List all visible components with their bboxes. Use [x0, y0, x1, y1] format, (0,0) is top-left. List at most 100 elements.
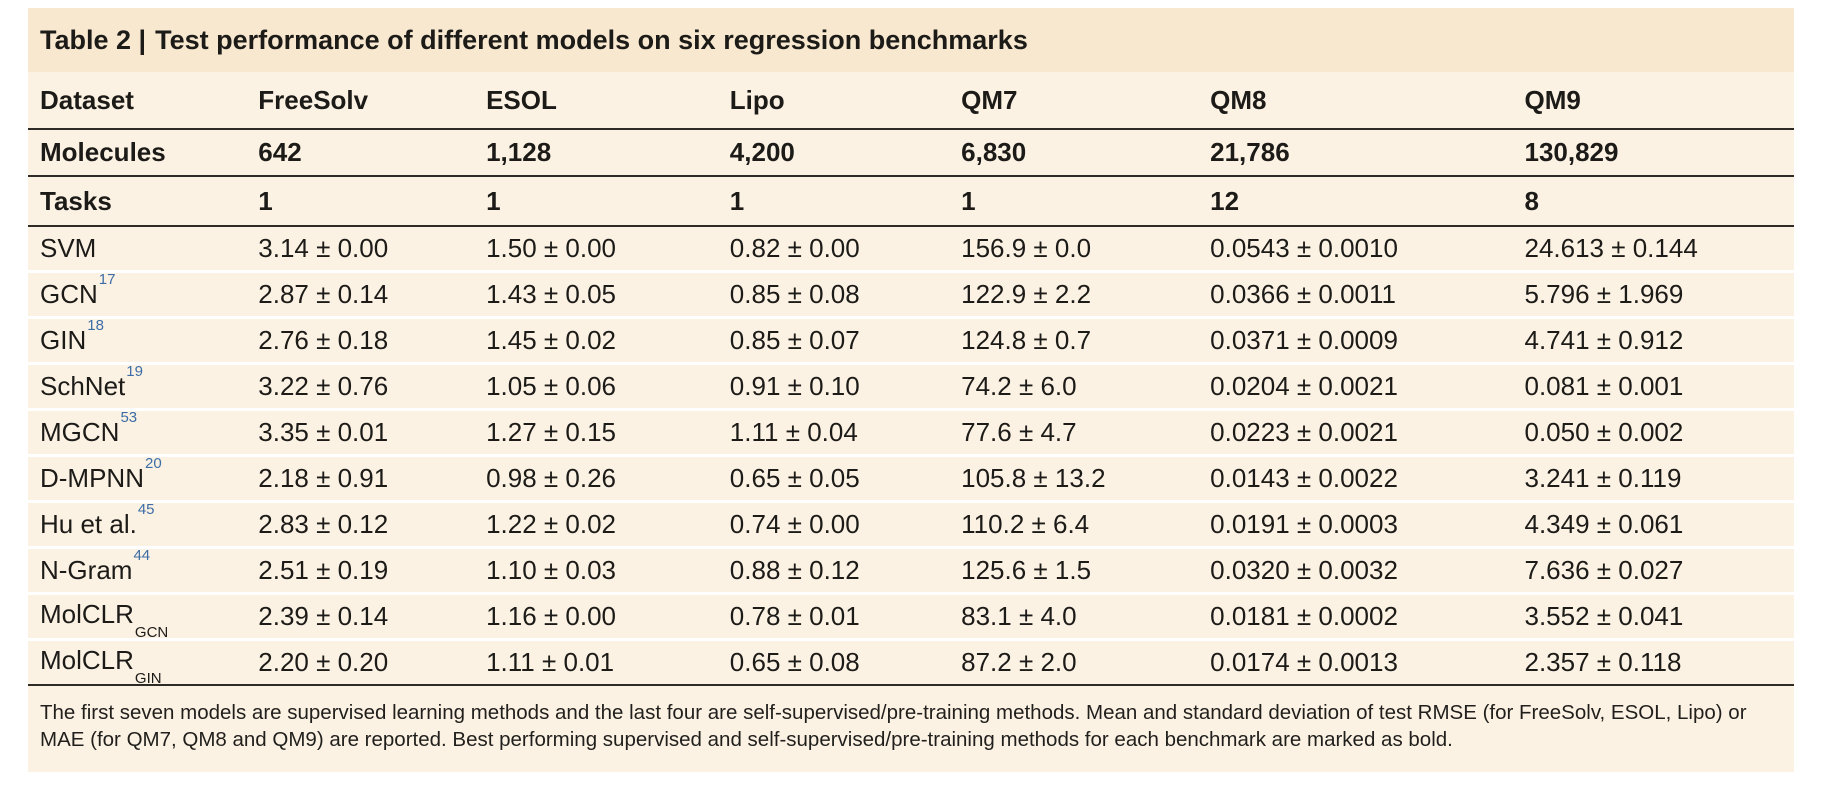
- result-cell-esol: 1.45 ± 0.02: [480, 316, 724, 364]
- table-title-text: Test performance of different models on …: [155, 24, 1028, 55]
- citation-link[interactable]: 19: [126, 363, 143, 381]
- result-cell-lipo: 0.82 ± 0.00: [729, 233, 860, 263]
- result-cell-qm9: 3.552 ± 0.041: [1518, 592, 1794, 640]
- result-cell-esol: 1.43 ± 0.05: [480, 270, 724, 318]
- result-cell-qm8: 0.0371 ± 0.0009: [1204, 316, 1519, 364]
- model-name: SVM: [28, 226, 252, 272]
- meta-value: 1: [252, 176, 481, 227]
- result-cell-freesolv: 2.18 ± 0.91: [252, 454, 481, 502]
- model-name-label: D-MPNN: [40, 463, 144, 493]
- meta-row-label: Molecules: [28, 129, 253, 177]
- result-cell-esol: 1.16 ± 0.00: [480, 592, 724, 640]
- table-card: Table 2 | Test performance of different …: [28, 8, 1794, 772]
- result-cell-freesolv: 3.22 ± 0.76: [252, 362, 481, 410]
- model-name-label: N-Gram: [40, 555, 133, 585]
- result-cell-qm7: 124.8 ± 0.7: [955, 316, 1205, 364]
- model-name: SchNet19: [28, 362, 253, 410]
- table-row-mgcn: MGCN53 3.35 ± 0.01 1.27 ± 0.15 1.11 ± 0.04 7…: [28, 408, 1794, 456]
- result-cell-qm8: 0.0174 ± 0.0013: [1204, 638, 1519, 686]
- result-cell-qm9: 0.050 ± 0.002: [1518, 408, 1794, 456]
- result-cell-lipo: 0.91 ± 0.10: [723, 362, 956, 410]
- result-cell-lipo: 0.65 ± 0.08: [723, 638, 956, 686]
- result-cell-qm9: 2.357 ± 0.118: [1518, 638, 1794, 686]
- model-name-label: MolCLR: [40, 599, 134, 630]
- citation-link[interactable]: 44: [133, 547, 151, 565]
- table-data-rows: SVM 3.14 ± 0.00 1.50 ± 0.00 0.82 ± 0.00 156.…: [28, 226, 1794, 686]
- model-name-label: GCN: [40, 279, 98, 309]
- model-name: GIN18: [28, 316, 253, 364]
- meta-value: 6,830: [955, 129, 1205, 177]
- table-meta-rows: Molecules 642 1,128 4,200 6,830 21,786 130,829…: [28, 129, 1794, 227]
- result-cell-qm9: 4.741 ± 0.912: [1518, 316, 1794, 364]
- result-cell-qm9: 0.081 ± 0.001: [1518, 362, 1794, 410]
- model-name: MolCLRGCN: [28, 592, 253, 640]
- result-cell-lipo: 1.11 ± 0.04: [723, 408, 956, 456]
- table-row-molclr-gcn: MolCLRGCN 2.39 ± 0.14 1.16 ± 0.00 0.78 ± 0.…: [28, 592, 1794, 640]
- model-name: D-MPNN20: [28, 454, 253, 502]
- result-cell-lipo: 0.88 ± 0.12: [723, 546, 956, 594]
- meta-value: 8: [1518, 176, 1794, 227]
- meta-value: 130,829: [1518, 129, 1794, 177]
- result-cell-freesolv: 3.35 ± 0.01: [252, 408, 481, 456]
- result-cell-qm9: 3.241 ± 0.119: [1518, 454, 1794, 502]
- meta-value: 4,200: [723, 129, 956, 177]
- model-name-label: MGCN: [40, 417, 120, 447]
- result-cell-qm8: 0.0181 ± 0.0002: [1204, 592, 1519, 640]
- table-row-hu-et-al: Hu et al.45 2.83 ± 0.12 1.22 ± 0.02 0.74 ± …: [28, 500, 1794, 548]
- table-header: Dataset FreeSolv ESOL Lipo QM7 QM8 QM9: [28, 72, 1794, 130]
- result-cell-qm8: 0.0366 ± 0.0011: [1204, 270, 1519, 318]
- citation-link[interactable]: 17: [98, 271, 116, 289]
- result-cell-qm7: 105.8 ± 13.2: [955, 454, 1205, 502]
- meta-row-tasks: Tasks 1 1 1 1 12 8: [28, 176, 1794, 227]
- result-cell-esol: 0.98 ± 0.26: [480, 454, 724, 502]
- meta-value: 12: [1204, 176, 1519, 227]
- result-cell-freesolv: 2.87 ± 0.14: [252, 270, 481, 318]
- model-name-label: Hu et al.: [40, 509, 137, 539]
- result-cell-esol: 1.50 ± 0.00: [486, 233, 617, 263]
- column-header-freesolv: FreeSolv: [252, 72, 481, 130]
- result-cell-esol: 1.10 ± 0.03: [480, 546, 724, 594]
- result-cell-lipo: 0.65 ± 0.05: [723, 454, 956, 502]
- table-row-molclr-gin: MolCLRGIN 2.20 ± 0.20 1.11 ± 0.01 0.65 ± 0.…: [28, 638, 1794, 686]
- model-name: MGCN53: [28, 408, 253, 456]
- model-name: Hu et al.45: [28, 500, 253, 548]
- result-cell-freesolv: 2.83 ± 0.12: [252, 500, 481, 548]
- table-row-gcn: GCN17 2.87 ± 0.14 1.43 ± 0.05 0.85 ± 0.08 12…: [28, 270, 1794, 318]
- result-cell-qm9: 24.613 ± 0.144: [1524, 233, 1698, 263]
- result-cell-freesolv: 2.20 ± 0.20: [252, 638, 481, 686]
- result-cell-qm7: 87.2 ± 2.0: [955, 638, 1205, 686]
- result-cell-qm7: 77.6 ± 4.7: [955, 408, 1205, 456]
- citation-link[interactable]: 18: [87, 317, 104, 335]
- result-cell-qm9: 5.796 ± 1.969: [1518, 270, 1794, 318]
- table-row-d-mpnn: D-MPNN20 2.18 ± 0.91 0.98 ± 0.26 0.65 ± 0.0…: [28, 454, 1794, 502]
- result-cell-qm8: 0.0543 ± 0.0010: [1210, 233, 1398, 263]
- result-cell-lipo: 0.85 ± 0.08: [723, 270, 956, 318]
- meta-value: 1: [480, 176, 724, 227]
- result-cell-esol: 1.22 ± 0.02: [480, 500, 724, 548]
- result-cell-qm7: 74.2 ± 6.0: [955, 362, 1205, 410]
- meta-row-label: Tasks: [28, 176, 253, 227]
- citation-link[interactable]: 20: [145, 455, 162, 473]
- result-cell-qm7: 122.9 ± 2.2: [955, 270, 1205, 318]
- citation-link[interactable]: 45: [137, 501, 155, 519]
- table-row-n-gram: N-Gram44 2.51 ± 0.19 1.10 ± 0.03 0.88 ± 0.1…: [28, 546, 1794, 594]
- table-title: Table 2 | Test performance of different …: [28, 8, 1794, 72]
- result-cell-qm7: 156.9 ± 0.0: [961, 233, 1092, 263]
- model-variant-subscript: GIN: [134, 669, 162, 685]
- column-header-esol: ESOL: [480, 72, 724, 130]
- meta-value: 1,128: [480, 129, 724, 177]
- benchmark-table: Dataset FreeSolv ESOL Lipo QM7 QM8 QM9 Molecul…: [28, 72, 1794, 686]
- table-title-prefix: Table 2 |: [40, 24, 147, 55]
- model-name-label: SVM: [40, 233, 97, 263]
- result-cell-lipo: 0.85 ± 0.07: [723, 316, 956, 364]
- table-row-svm: SVM 3.14 ± 0.00 1.50 ± 0.00 0.82 ± 0.00 156.…: [28, 226, 1794, 272]
- result-cell-qm8: 0.0204 ± 0.0021: [1204, 362, 1519, 410]
- meta-value: 642: [252, 129, 481, 177]
- meta-value: 21,786: [1204, 129, 1519, 177]
- model-name-label: GIN: [40, 325, 87, 355]
- model-name: N-Gram44: [28, 546, 253, 594]
- result-cell-qm8: 0.0143 ± 0.0022: [1204, 454, 1519, 502]
- result-cell-esol: 1.27 ± 0.15: [480, 408, 724, 456]
- citation-link[interactable]: 53: [120, 409, 138, 427]
- table-row-gin: GIN18 2.76 ± 0.18 1.45 ± 0.02 0.85 ± 0.07 12…: [28, 316, 1794, 364]
